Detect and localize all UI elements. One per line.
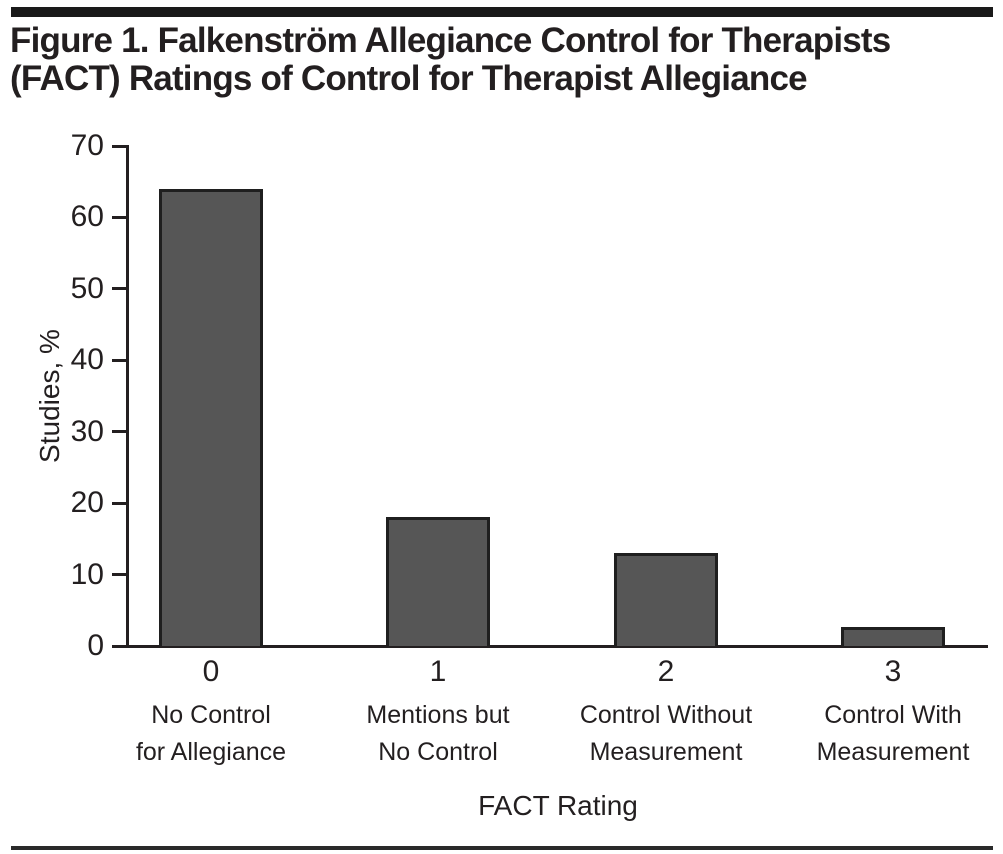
category-label-0: No Control for Allegiance	[96, 697, 326, 771]
bar-3	[841, 627, 945, 646]
y-tick-mark	[112, 501, 126, 505]
figure-title-line2: (FACT) Ratings of Control for Therapist …	[10, 59, 808, 98]
bar-0	[159, 188, 263, 646]
y-axis-line	[126, 145, 129, 648]
category-label-2: Control Without Measurement	[551, 697, 781, 771]
x-tick-label-3: 3	[884, 655, 902, 688]
y-tick-mark	[112, 215, 126, 219]
figure-title: Figure 1. Falkenström Allegiance Control…	[10, 22, 985, 98]
y-tick-label: 70	[70, 129, 104, 162]
x-tick-label-0: 0	[202, 655, 220, 688]
y-tick-label: 40	[70, 343, 104, 377]
y-tick-label: 20	[70, 486, 104, 520]
y-tick-mark	[112, 287, 126, 291]
bar-1	[386, 517, 490, 646]
bar-2	[614, 553, 718, 646]
category-label-line: No Control	[151, 701, 271, 729]
top-rule	[11, 7, 993, 17]
category-label-line: Control With	[824, 701, 962, 729]
y-tick-label: 0	[87, 629, 104, 662]
figure-title-line1: Figure 1. Falkenström Allegiance Control…	[10, 21, 891, 60]
x-axis-title: FACT Rating	[478, 790, 638, 821]
category-label-1: Mentions but No Control	[323, 697, 553, 771]
y-tick-label: 30	[70, 414, 104, 448]
y-axis-title: Studies, %	[34, 329, 65, 463]
bottom-rule	[11, 846, 993, 850]
y-tick-label: 10	[70, 557, 104, 591]
category-label-line: No Control	[378, 738, 498, 766]
category-label-line: Measurement	[816, 738, 970, 766]
y-tick-mark	[112, 144, 126, 148]
y-tick-mark	[112, 573, 126, 577]
category-label-line: Mentions but	[366, 701, 510, 729]
y-tick-label: 50	[70, 271, 104, 305]
category-label-3: Control With Measurement	[778, 697, 1003, 771]
x-axis-line	[126, 645, 988, 648]
y-tick-mark	[112, 358, 126, 362]
y-tick-mark	[112, 430, 126, 434]
category-label-line: for Allegiance	[135, 738, 287, 766]
x-tick-label-2: 2	[657, 655, 675, 688]
category-label-line: Measurement	[589, 738, 743, 766]
category-label-line: Control Without	[579, 701, 753, 729]
y-tick-label: 60	[70, 200, 104, 234]
x-tick-label-1: 1	[429, 655, 447, 688]
y-tick-mark	[112, 644, 126, 648]
